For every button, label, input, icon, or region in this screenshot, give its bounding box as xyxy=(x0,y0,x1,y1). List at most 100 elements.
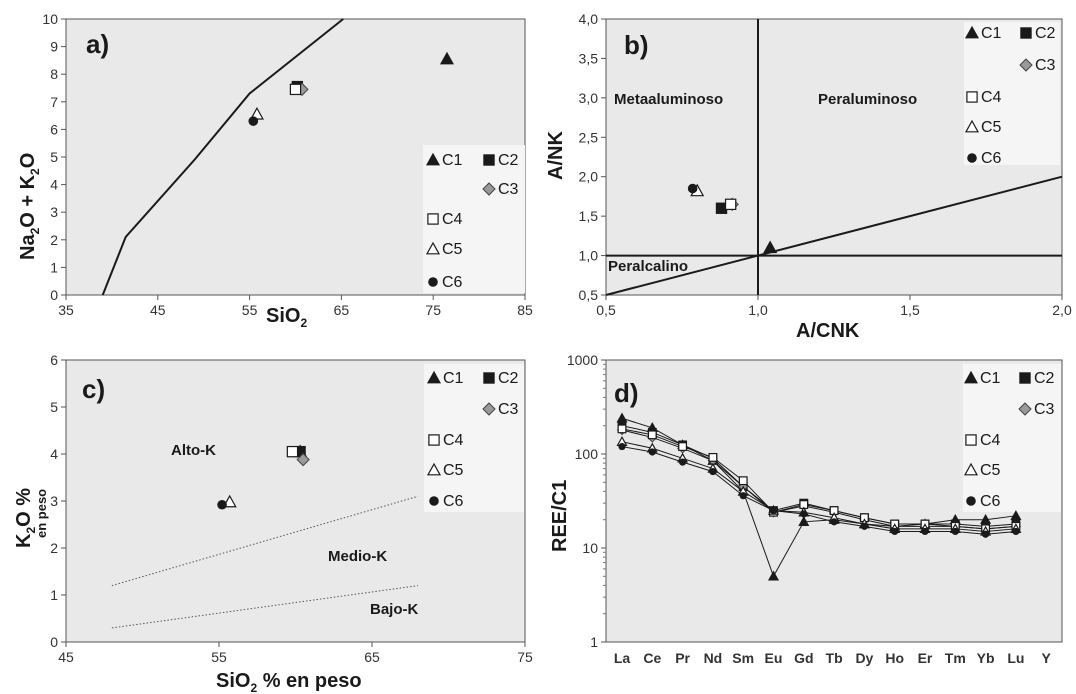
point-c6-d xyxy=(679,458,687,466)
x-tick-label-a: 55 xyxy=(242,302,258,318)
x-tick-label-d: Tb xyxy=(826,650,843,666)
panel-b: 0,5 1,0 1,5 2,0 0,5 1,0 1,5 2,0 2,5 3,0 3,5 4,0 C1 C… xyxy=(545,11,1072,342)
point-c6-d xyxy=(951,527,959,536)
legend-marker-c1-a xyxy=(425,152,441,166)
legend-marker-c4-c xyxy=(428,434,440,446)
series-line-c6-d xyxy=(621,446,1016,535)
legend-label-c4-a: C4 xyxy=(442,211,463,228)
x-tick-label-a: 65 xyxy=(334,302,350,318)
x-tick-label-d: Er xyxy=(918,650,933,666)
y-tick-label-a: 2 xyxy=(50,232,58,248)
point-c4-b xyxy=(724,198,737,211)
legend-marker-c4-d xyxy=(965,434,977,446)
legend-label-c4-d: C4 xyxy=(980,432,1001,449)
point-c1-d xyxy=(798,516,810,526)
y-tick-label-b: 1,5 xyxy=(579,208,599,224)
legend-label-c6-a: C6 xyxy=(442,274,463,291)
y-tick-label-c: 1 xyxy=(50,587,58,603)
point-c6-d xyxy=(709,467,717,476)
x-tick-label-d: Sm xyxy=(732,650,754,666)
legend-marker-c6-d xyxy=(966,496,976,506)
y-tick-label-b: 3,5 xyxy=(579,50,599,66)
divider-line-2-b xyxy=(605,175,1063,296)
x-tick-label-b: 0,5 xyxy=(596,302,616,318)
svg-text:en peso: en peso xyxy=(34,489,49,538)
legend-marker-c5-a xyxy=(425,241,441,255)
legend-box-c xyxy=(424,364,524,512)
x-tick-label-d: Tm xyxy=(945,650,966,666)
x-tick-label-d: Dy xyxy=(855,650,873,666)
point-c1-d xyxy=(1010,510,1022,521)
y-tick-label-d: 10 xyxy=(582,540,598,556)
boundary-dotted-1-c xyxy=(111,585,418,629)
y-tick-label-c: 3 xyxy=(50,493,58,509)
y-tick-label-d: 100 xyxy=(575,446,599,462)
legend-label-c6-b: C6 xyxy=(981,150,1002,167)
legend-marker-c5-d xyxy=(963,462,979,476)
point-c6-a xyxy=(248,116,259,126)
x-tick-label-a: 35 xyxy=(58,302,74,318)
x-tick-label-d: Yb xyxy=(977,650,995,666)
point-c4-d xyxy=(617,424,627,434)
legend-label-c6-c: C6 xyxy=(443,493,464,510)
x-tick-label-b: 2,0 xyxy=(1052,302,1072,318)
legend-label-c5-a: C5 xyxy=(442,241,463,258)
legend-marker-c2-b xyxy=(1020,27,1032,39)
legend-marker-c5-c xyxy=(426,462,442,476)
region-metaaluminoso: Metaaluminoso xyxy=(614,91,723,108)
x-tick-label-b: 1,0 xyxy=(748,302,768,318)
point-c6-d xyxy=(769,506,778,515)
x-tick-label-c: 45 xyxy=(58,649,74,665)
legend-marker-c3-d xyxy=(1018,402,1032,416)
point-c4-c xyxy=(286,445,299,458)
legend-label-c2-b: C2 xyxy=(1035,25,1056,42)
svg-text:K2O %: K2O % xyxy=(13,488,38,548)
point-c6-d xyxy=(982,530,990,538)
point-c6-d xyxy=(739,492,747,500)
legend-label-c5-c: C5 xyxy=(443,462,464,479)
x-tick-label-d: Lu xyxy=(1007,650,1024,666)
legend-marker-c6-b xyxy=(967,153,977,163)
y-axis-label-d: REE/C1 xyxy=(549,480,571,552)
y-tick-label-a: 5 xyxy=(50,149,58,165)
legend-marker-c2-d xyxy=(1019,372,1031,384)
x-tick-label-d: La xyxy=(614,650,631,666)
x-tick-label-d: Y xyxy=(1042,650,1052,666)
y-tick-label-c: 6 xyxy=(50,352,58,368)
panel-label-d: d) xyxy=(614,378,639,408)
y-axis-label-b: A/NK xyxy=(545,131,567,180)
point-c1-b xyxy=(763,240,778,254)
x-tick-label-a: 45 xyxy=(150,302,166,318)
y-axis-label-a: Na2O + K2O xyxy=(17,153,42,260)
legend-label-c1-a: C1 xyxy=(442,152,463,169)
x-tick-label-a: 85 xyxy=(517,302,533,318)
panel-label-c: c) xyxy=(82,374,105,404)
series-line-c5-d xyxy=(621,441,1016,532)
legend-marker-c6-a xyxy=(428,277,438,287)
x-tick-label-d: Ho xyxy=(885,650,904,666)
boundary-dotted-0-c xyxy=(111,495,419,587)
point-c6-d xyxy=(1012,527,1020,536)
point-c4-a xyxy=(289,83,302,96)
legend-marker-c1-b xyxy=(964,25,980,39)
panel-label-b: b) xyxy=(624,30,649,60)
legend-marker-c5-b xyxy=(964,119,980,133)
legend-marker-c6-c xyxy=(429,496,439,506)
point-c6-d xyxy=(891,527,899,536)
y-tick-label-b: 4,0 xyxy=(579,11,599,27)
legend-label-c2-a: C2 xyxy=(498,152,519,169)
y-tick-label-b: 3,0 xyxy=(579,90,599,106)
point-c6-d xyxy=(921,527,929,536)
point-c6-c xyxy=(217,499,227,510)
legend-label-c5-d: C5 xyxy=(980,462,1001,479)
region-medio-k: Medio-K xyxy=(328,548,387,565)
region-peraluminoso: Peraluminoso xyxy=(818,91,917,108)
y-tick-label-c: 2 xyxy=(50,540,58,556)
legend-label-c3-a: C3 xyxy=(498,181,519,198)
x-tick-label-c: 75 xyxy=(517,649,533,665)
legend-label-c5-b: C5 xyxy=(981,119,1002,136)
y-axis-label-c: K2O % en peso xyxy=(13,488,49,548)
point-c4-d xyxy=(678,442,688,451)
legend-marker-c2-a xyxy=(483,154,495,166)
